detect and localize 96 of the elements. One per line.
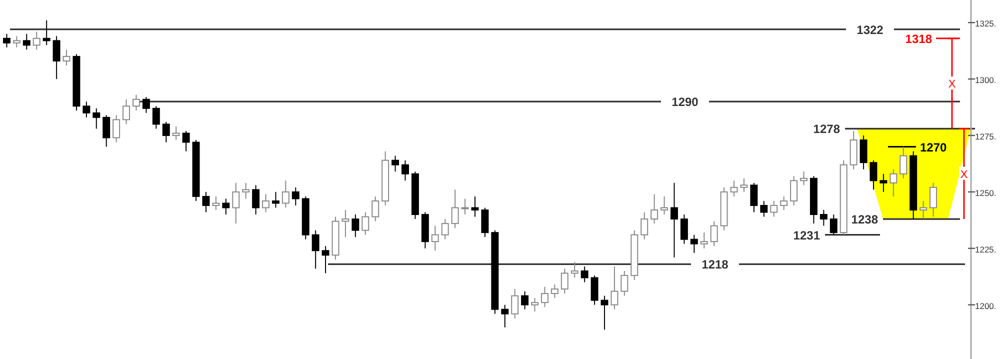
candlestick xyxy=(52,36,60,80)
candlestick xyxy=(132,94,140,112)
candlestick xyxy=(640,212,648,240)
candlestick xyxy=(540,286,548,308)
candlestick xyxy=(880,173,888,192)
candlestick xyxy=(800,171,808,186)
candlestick xyxy=(392,155,400,172)
candlestick xyxy=(531,298,538,312)
candlestick xyxy=(342,209,350,238)
candlestick xyxy=(152,106,160,130)
candlestick xyxy=(521,290,529,310)
candlestick xyxy=(580,266,588,283)
ref-line-label: 1270 xyxy=(920,140,948,154)
candlestick xyxy=(262,194,270,213)
candlestick xyxy=(570,261,578,278)
candlestick xyxy=(112,114,120,143)
candlestick xyxy=(930,182,938,218)
candlestick xyxy=(242,182,250,200)
candlestick xyxy=(830,214,838,236)
candlestick xyxy=(920,200,928,220)
candlestick xyxy=(62,49,70,66)
candlestick xyxy=(322,246,330,274)
candlestick xyxy=(202,191,210,213)
candlestick xyxy=(32,31,40,50)
y-tick-label: 1300. xyxy=(975,75,996,86)
candlestick xyxy=(362,212,370,236)
candlestick xyxy=(600,295,608,330)
y-tick-label: 1275. xyxy=(975,131,996,142)
candlestick xyxy=(660,196,668,215)
candlestick xyxy=(312,230,320,270)
candlestick xyxy=(172,126,180,140)
ref-line-label: 1238 xyxy=(851,212,878,227)
candlestick xyxy=(222,198,230,215)
ref-line-label: 1218 xyxy=(702,258,729,272)
candlestick xyxy=(142,96,150,114)
candlestick xyxy=(212,196,220,210)
candlestick xyxy=(402,160,409,182)
candlestick xyxy=(590,274,598,306)
candlestick xyxy=(441,218,449,240)
ref-line-label: 1318 xyxy=(905,32,932,46)
y-tick-label: 1200. xyxy=(975,300,996,311)
y-tick-label: 1250. xyxy=(975,188,996,198)
candlestick xyxy=(511,288,519,319)
candlestick xyxy=(770,200,778,218)
candlestick xyxy=(760,200,768,218)
candlestick xyxy=(820,209,828,226)
candlestick xyxy=(501,304,509,328)
candlestick xyxy=(182,130,190,152)
candlestick xyxy=(282,180,290,208)
candlestick xyxy=(860,134,868,170)
candlestick xyxy=(372,196,380,222)
candlestick xyxy=(740,178,748,192)
text: X xyxy=(960,168,968,181)
candlestick xyxy=(750,182,758,213)
ref-line-label: 1290 xyxy=(672,95,699,110)
candlestick xyxy=(790,176,798,206)
candlestick xyxy=(122,98,130,125)
ref-line-label: 1278 xyxy=(813,122,840,136)
candlestick xyxy=(560,268,568,294)
candlestick xyxy=(780,196,788,210)
candlestick xyxy=(92,108,100,130)
candlestick xyxy=(272,191,280,208)
candlestick xyxy=(610,266,618,310)
candlestick xyxy=(620,270,628,296)
text: X xyxy=(948,78,956,91)
candlestick xyxy=(2,33,10,48)
candlestick xyxy=(451,189,459,229)
candlestick xyxy=(900,146,908,179)
y-tick-label: 1325. xyxy=(975,18,996,29)
candlestick xyxy=(431,225,439,252)
ref-line-label: 1231 xyxy=(793,228,820,242)
candlestick xyxy=(461,198,469,215)
candlestick xyxy=(232,182,240,224)
y-tick-label: 1225. xyxy=(975,244,996,254)
candlestick xyxy=(650,194,658,224)
candlestick xyxy=(352,214,360,238)
candlestick xyxy=(82,101,90,118)
candlestick xyxy=(42,20,50,46)
candlestick xyxy=(471,196,479,218)
candlestick xyxy=(730,180,738,197)
candlestick xyxy=(680,214,688,244)
candlestick xyxy=(102,114,110,148)
candlestick xyxy=(12,36,20,48)
candlestick xyxy=(690,234,698,254)
candlestick xyxy=(890,168,898,197)
candlestick xyxy=(670,182,678,258)
candlestick xyxy=(292,186,300,206)
candlestick xyxy=(550,284,558,299)
candlestick xyxy=(710,220,718,247)
candlestick xyxy=(700,232,708,249)
candlestick xyxy=(481,207,489,238)
candlestick xyxy=(162,121,170,143)
candlestick xyxy=(870,160,878,190)
candlestick xyxy=(252,184,260,215)
ref-line-label: 1322 xyxy=(856,22,884,37)
candlestick xyxy=(22,33,30,50)
